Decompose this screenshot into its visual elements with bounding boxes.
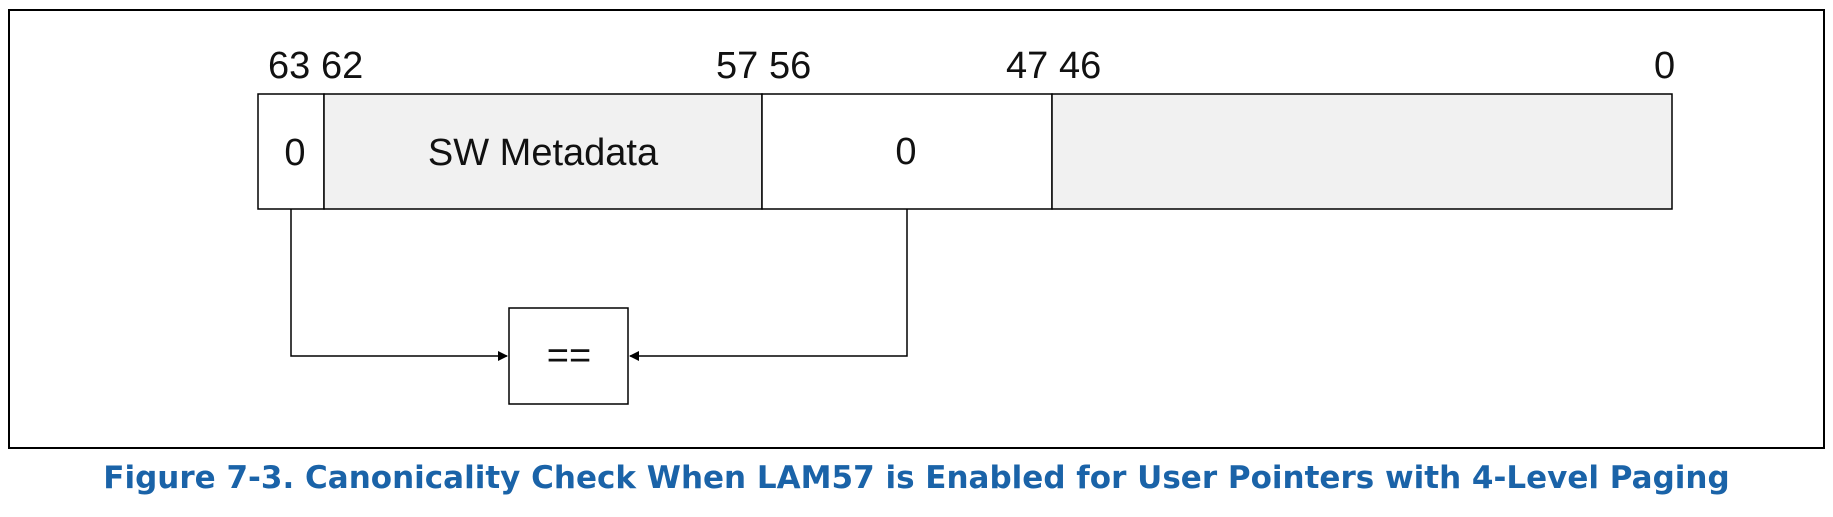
field-sw-metadata [323,93,763,210]
compare-operator: == [547,335,591,377]
field-bits56-47-text: 0 [895,131,916,173]
figure-frame [8,9,1825,449]
figure-caption: Figure 7-3. Canonicality Check When LAM5… [103,460,1730,496]
bit-label-46: 46 [1059,45,1101,87]
bit-label-62: 62 [321,45,363,87]
lam57-canonicality-diagram: 63 62 57 56 47 46 0 0 SW Metadata 0 == [8,9,1825,449]
bit-label-47: 47 [1006,45,1048,87]
bit-label-0: 0 [1654,45,1675,87]
field-bits46-0 [1051,93,1673,210]
connector-bit63-to-compare [290,209,508,361]
bit-label-57: 57 [716,45,758,87]
compare-box [508,307,629,405]
connector-bits56-47-to-compare [629,209,908,361]
bit-label-63: 63 [268,45,310,87]
field-bit63 [257,93,325,210]
bit-label-56: 56 [769,45,811,87]
field-sw-metadata-text: SW Metadata [428,132,659,174]
field-bits56-47 [761,93,1053,210]
field-bit63-text: 0 [284,132,305,174]
